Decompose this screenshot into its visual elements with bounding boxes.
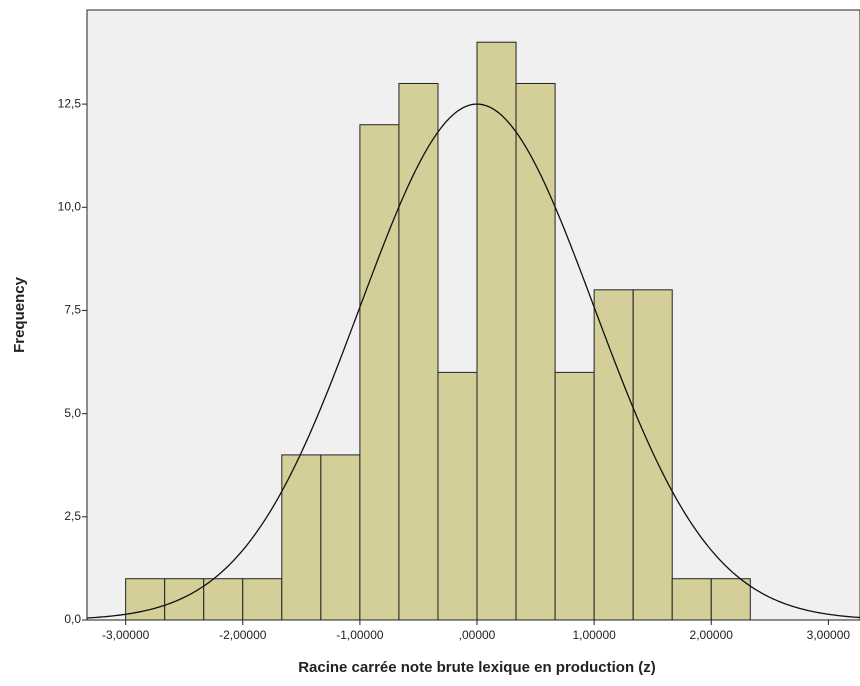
x-axis-title: Racine carrée note brute lexique en prod… [298,659,656,676]
normal-curve [86,103,860,619]
y-tick-label: 10,0 [58,199,82,213]
bar [242,578,283,621]
y-tick-label: 7,5 [64,303,81,317]
y-tick-label: 12,5 [58,96,82,110]
x-tick-label: -1,00000 [336,628,384,642]
bar [398,82,439,621]
x-tick-label: 3,00000 [807,628,851,642]
x-tick-label: 1,00000 [572,628,616,642]
bar [281,454,322,621]
bar [671,578,712,621]
bar [203,578,244,621]
x-tick-label: -3,00000 [102,628,150,642]
bar [515,82,556,621]
bar [164,578,205,621]
bar [437,371,478,621]
bar [476,41,517,621]
bar [320,454,361,621]
x-tick-label: 2,00000 [690,628,734,642]
y-axis-title: Frequency [11,276,28,353]
bar [593,289,634,621]
y-tick-label: 0,0 [64,612,81,626]
y-tick-label: 5,0 [64,406,81,420]
bar [710,578,751,621]
y-tick-label: 2,5 [64,509,81,523]
x-tick-label: ,00000 [459,628,496,642]
bar [554,371,595,621]
bar [632,289,673,621]
bar [359,124,400,621]
x-tick-label: -2,00000 [219,628,267,642]
